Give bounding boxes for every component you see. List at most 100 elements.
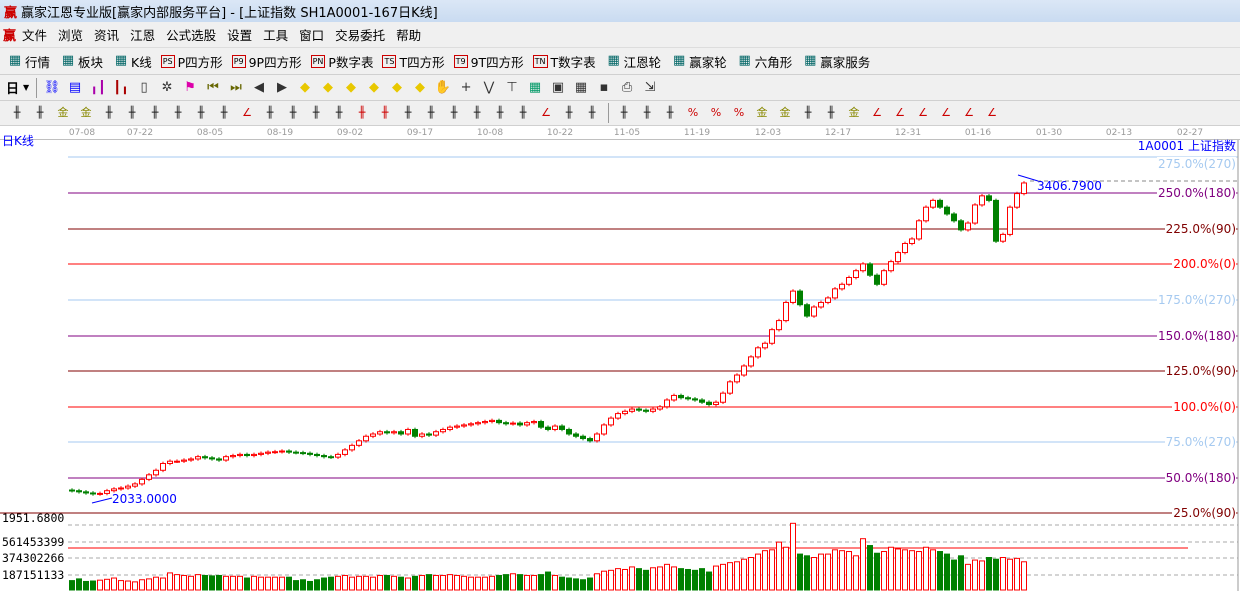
pen-icon[interactable]: ╫ [13,106,21,119]
flag-icon[interactable]: ⚑ [184,79,196,95]
winner-wheel-icon: ▦ [673,53,686,68]
diamond-right-icon[interactable]: ◆ [323,79,334,95]
menu-item[interactable]: 资讯 [94,28,120,43]
zigzag-icon[interactable]: ⋁ [483,79,495,95]
candle-icon[interactable]: ▯ [140,79,148,95]
percent-slash-icon[interactable]: % [687,106,699,119]
chain-icon[interactable]: ⛓ [43,79,61,95]
menu-item[interactable]: 公式选股 [166,28,217,43]
wave-icon[interactable]: ╫ [827,106,835,119]
percent-icon[interactable]: % [710,106,722,119]
gold-line-icon[interactable]: 金 [57,106,69,119]
bars9-icon[interactable]: ┃╻ [113,79,129,95]
n2-icon[interactable]: ╫ [220,106,228,119]
gold-circle-icon[interactable]: 金 [756,106,768,119]
menu-item[interactable]: 交易委托 [335,28,386,43]
angle-icon[interactable]: ∠ [541,106,551,119]
parallel-icon[interactable]: ╫ [335,106,343,119]
v-icon[interactable]: ╫ [565,106,573,119]
toolbar-button[interactable]: ▦ K线 [112,52,152,71]
diamond-star-icon[interactable]: ◆ [392,79,403,95]
pattern-icon[interactable]: ✲ [161,79,173,95]
menu-item[interactable]: 工具 [263,28,289,43]
box-icon[interactable]: ╫ [450,106,458,119]
puzzle-icon[interactable]: ⊤ [506,79,518,95]
grid-green-icon[interactable]: ▦ [528,79,542,95]
spiral-icon[interactable]: ╫ [128,106,136,119]
menu-item[interactable]: 帮助 [396,28,422,43]
hash-icon[interactable]: ╫ [197,106,205,119]
boxcross-icon[interactable]: ╫ [496,106,504,119]
bars-icon[interactable]: ╫ [666,106,674,119]
pencil-icon[interactable]: ╫ [804,106,812,119]
toolbar-button[interactable]: PN P数字表 [310,52,373,71]
print-icon[interactable]: ⎙ [621,79,633,95]
document-icon[interactable]: ▤ [68,79,82,95]
ying-angle-icon[interactable]: ∠ [964,106,974,119]
toolbar-button[interactable]: ▦ 六角形 [736,52,793,71]
pen2-icon[interactable]: ╫ [151,106,159,119]
gold-lines-icon[interactable]: 金 [779,106,791,119]
last-icon[interactable]: ⏭ [230,79,242,95]
square-icon[interactable]: ╫ [312,106,320,119]
menu-bar: 赢 文件 浏览 资讯 江恩 公式选股 设置 工具 窗口 交易委托 帮助 [0,22,1240,48]
menu-item[interactable]: 窗口 [299,28,325,43]
ruler-icon[interactable]: ╫ [404,106,412,119]
toolbar-button[interactable]: ▦ 赢家轮 [670,52,727,71]
first-icon[interactable]: ⏮ [207,79,219,95]
toolbar-button[interactable]: ▦ 赢家服务 [801,52,870,71]
target-icon[interactable]: ╫ [266,106,274,119]
bars3-icon[interactable]: ╻┃ [90,79,106,95]
percent-line-icon[interactable]: % [733,106,745,119]
diamond-expand-icon[interactable]: ◆ [346,79,357,95]
slant-icon[interactable]: ╫ [643,106,651,119]
period-select[interactable]: 日 [6,82,20,97]
boxcross2-icon[interactable]: ╫ [519,106,527,119]
diamond-updown-icon[interactable]: ◆ [415,79,426,95]
toolbar-button[interactable]: TN T数字表 [532,52,596,71]
menu-item[interactable]: 浏览 [58,28,84,43]
crosshair-icon[interactable]: + [460,79,472,95]
save-icon[interactable]: ▪ [599,79,609,95]
toolbar-button[interactable]: ▦ 板块 [59,52,103,71]
next-icon[interactable]: ▶ [277,79,288,95]
range-icon[interactable]: ╫ [427,106,435,119]
web-icon[interactable]: ╫ [289,106,297,119]
circle-icon[interactable]: ╫ [174,106,182,119]
menu-item[interactable]: 江恩 [130,28,156,43]
calendar-icon[interactable]: ▣ [551,79,565,95]
diamond-left-icon[interactable]: ◆ [300,79,311,95]
menu-item[interactable]: 设置 [227,28,253,43]
stock-label: 1A0001 上证指数 [1137,139,1236,153]
menu-item[interactable]: 文件 [22,28,48,43]
fan-icon[interactable]: ╫ [473,106,481,119]
hand-icon[interactable]: ✋ [434,79,452,95]
toolbar-button[interactable]: P9 9P四方形 [231,52,302,71]
lines-icon[interactable]: ╫ [36,106,44,119]
fib-icon[interactable]: ╫ [105,106,113,119]
calculator-icon[interactable]: ▦ [574,79,588,95]
toolbar-button[interactable]: ▦ 行情 [6,52,50,71]
grid-icon[interactable]: ╫ [588,106,596,119]
dropdown-arrow-icon[interactable]: ▼ [22,82,30,92]
gold-angle-icon[interactable]: ∠ [918,106,928,119]
prev-icon[interactable]: ◀ [254,79,265,95]
gold-line2-icon[interactable]: 金 [80,106,92,119]
toolbar-button[interactable]: T9 9T四方形 [453,52,524,71]
shen-angle-icon[interactable]: ∠ [941,106,951,119]
fan-red-icon[interactable]: ╫ [358,106,366,119]
f-angle-icon[interactable]: ∠ [895,106,905,119]
four-angle-icon[interactable]: ∠ [987,106,997,119]
toolbar-button[interactable]: ▦ 江恩轮 [605,52,662,71]
app-logo: 赢 [4,5,18,21]
fan-red2-icon[interactable]: ╫ [381,106,389,119]
toolbar-button[interactable]: PS P四方形 [160,52,223,71]
gold-icon[interactable]: 金 [848,106,860,119]
grid2-icon[interactable]: ╫ [620,106,628,119]
toolbar-button[interactable]: TS T四方形 [382,52,445,71]
export-icon[interactable]: ⇲ [644,79,656,95]
triangle-icon[interactable]: ∠ [242,106,252,119]
diamond-shrink-icon[interactable]: ◆ [369,79,380,95]
j-angle-icon[interactable]: ∠ [872,106,882,119]
